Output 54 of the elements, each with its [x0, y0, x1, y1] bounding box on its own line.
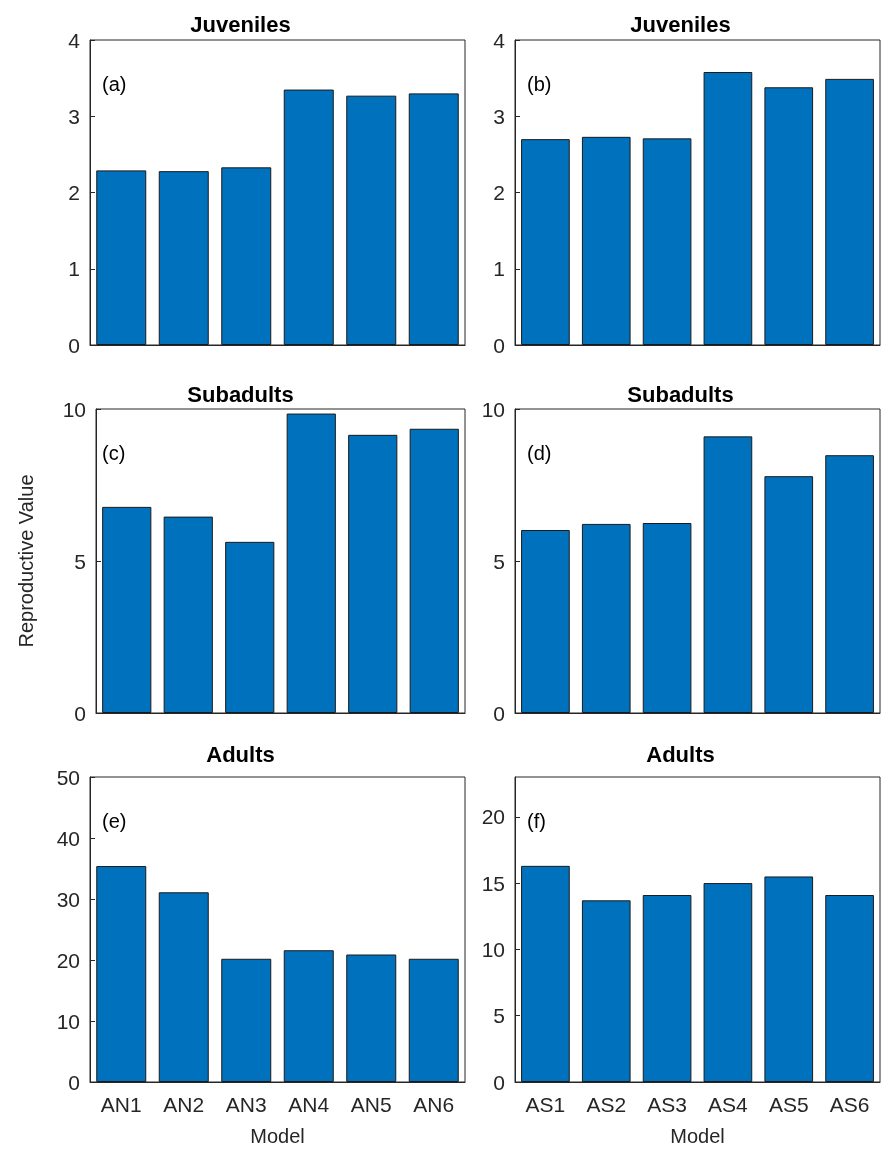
y-tick-label: 4: [493, 28, 506, 52]
y-tick-label: 0: [74, 701, 86, 725]
y-tick-label: 15: [481, 871, 505, 895]
x-tick-label: AN3: [225, 1093, 267, 1116]
y-tick-label: 5: [493, 549, 505, 573]
y-tick-label: 30: [56, 887, 80, 911]
annotation: (a): [102, 73, 127, 95]
x-tick-label: AS4: [708, 1093, 749, 1116]
chart-title: Subadults: [187, 381, 294, 407]
annotation: (e): [102, 810, 127, 832]
x-tick-label: AS3: [647, 1093, 687, 1116]
y-tick-label: 0: [68, 1070, 80, 1094]
x-tick-label: AN6: [413, 1093, 455, 1116]
chart-title: Adults: [206, 741, 275, 767]
x-axis-title: Model: [250, 1125, 305, 1147]
x-tick-label: AS1: [525, 1093, 566, 1116]
x-tick-label: AS2: [586, 1093, 627, 1116]
y-tick-label: 10: [481, 397, 505, 421]
y-tick-label: 0: [493, 333, 505, 357]
annotation: (d): [527, 442, 552, 464]
y-tick-label: 0: [493, 701, 505, 725]
y-tick-label: 0: [493, 1070, 505, 1094]
y-tick-label: 10: [481, 937, 505, 961]
x-tick-label: AN5: [350, 1093, 392, 1116]
y-tick-label: 0: [68, 333, 80, 357]
x-tick-label: AN4: [288, 1093, 330, 1116]
y-tick-label: 3: [68, 104, 80, 128]
y-tick-label: 10: [62, 397, 86, 421]
y-tick-label: 3: [493, 104, 505, 128]
y-tick-label: 1: [68, 257, 80, 281]
y-axis-title: Reproductive Value: [15, 474, 37, 648]
x-tick-label: AN2: [163, 1093, 205, 1116]
chart-title: Adults: [646, 741, 715, 767]
x-axis-title: Model: [670, 1125, 725, 1147]
y-tick-label: 5: [493, 1004, 505, 1028]
y-tick-label: 2: [493, 181, 505, 204]
y-tick-label: 10: [56, 1009, 80, 1033]
chart-title: Juveniles: [630, 11, 731, 37]
y-tick-label: 20: [481, 805, 505, 829]
annotation: (c): [102, 442, 126, 464]
annotation: (b): [527, 73, 552, 95]
y-tick-label: 4: [68, 28, 81, 52]
y-tick-label: 5: [74, 549, 86, 573]
y-tick-label: 20: [56, 948, 80, 972]
y-tick-label: 2: [68, 181, 80, 204]
x-tick-label: AN1: [100, 1093, 142, 1116]
x-tick-label: AS5: [768, 1093, 809, 1116]
y-tick-label: 50: [56, 765, 80, 789]
y-tick-label: 1: [493, 257, 505, 281]
chart-title: Subadults: [627, 381, 734, 407]
y-tick-label: 40: [56, 826, 80, 850]
x-tick-label: AS6: [829, 1093, 870, 1116]
chart-title: Juveniles: [190, 11, 291, 37]
annotation: (f): [527, 810, 546, 832]
